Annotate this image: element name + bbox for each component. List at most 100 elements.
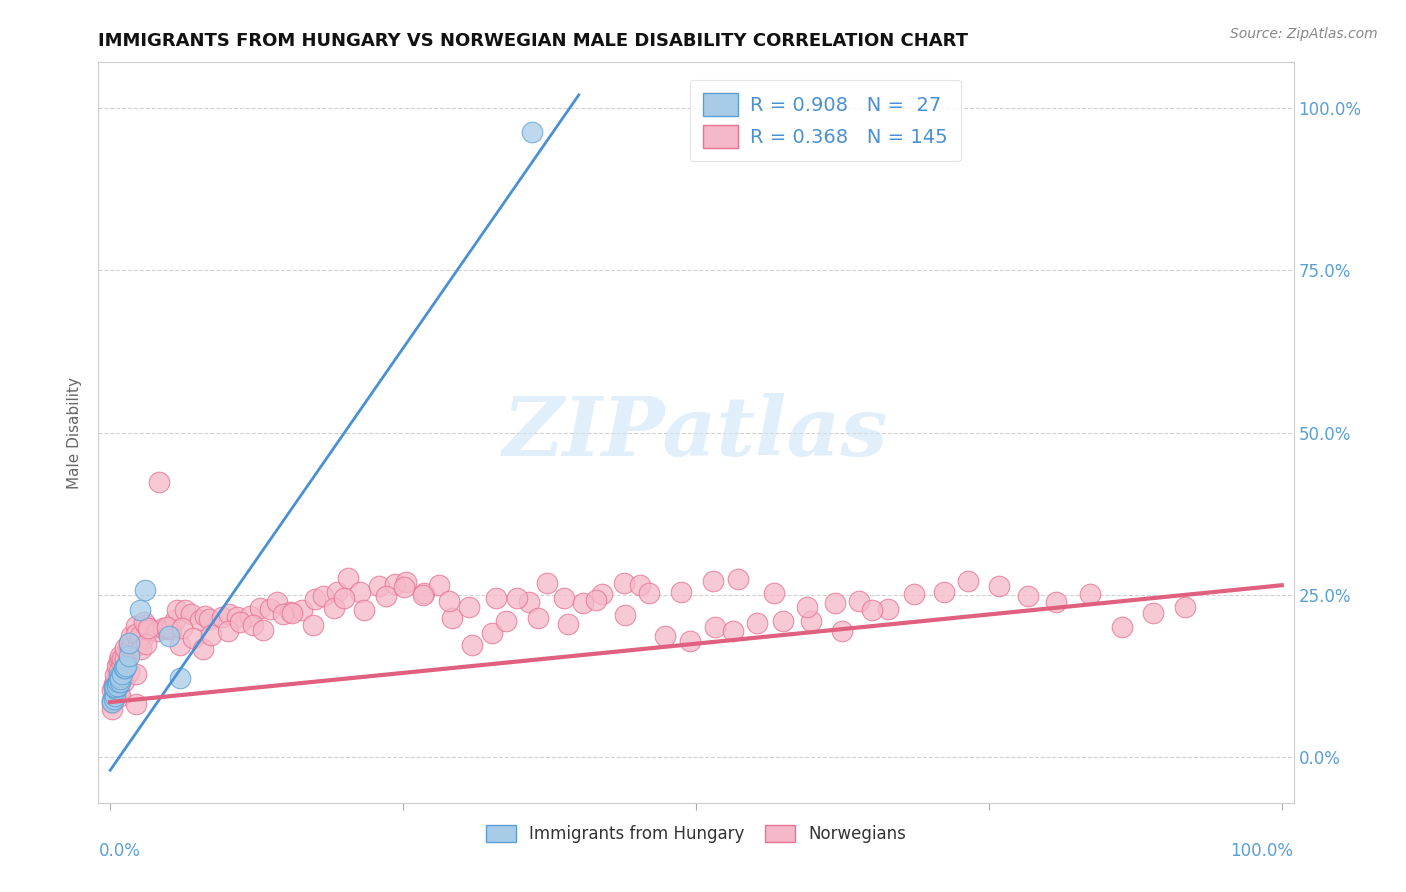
Point [103, 681, 125, 696]
Point [723, 624, 745, 639]
Point [628, 578, 651, 592]
Point [125, 697, 148, 711]
Point [614, 607, 637, 622]
Point [107, 683, 129, 698]
Point [105, 666, 128, 681]
Point [211, 610, 233, 624]
Y-axis label: Male Disability: Male Disability [66, 376, 82, 489]
Point [571, 596, 593, 610]
Point [125, 627, 148, 641]
Point [278, 605, 301, 619]
Point [129, 642, 152, 657]
Point [103, 680, 125, 694]
Point [156, 622, 179, 636]
Point [860, 603, 883, 617]
Point [108, 653, 131, 667]
Point [520, 125, 543, 139]
Point [353, 603, 375, 617]
Point [291, 602, 314, 616]
Point [103, 679, 125, 693]
Point [118, 648, 141, 663]
Point [117, 635, 139, 649]
Point [105, 677, 128, 691]
Point [159, 622, 181, 636]
Point [114, 661, 136, 675]
Point [134, 582, 156, 597]
Point [252, 623, 274, 637]
Point [281, 607, 304, 621]
Point [1142, 606, 1164, 620]
Point [169, 671, 191, 685]
Text: 100.0%: 100.0% [1230, 842, 1294, 860]
Point [934, 585, 956, 599]
Point [120, 629, 142, 643]
Point [336, 571, 359, 585]
Point [110, 654, 132, 668]
Point [200, 628, 222, 642]
Point [120, 640, 142, 654]
Point [157, 629, 180, 643]
Point [100, 693, 122, 707]
Point [108, 663, 131, 677]
Point [129, 629, 152, 643]
Point [384, 576, 406, 591]
Point [312, 589, 335, 603]
Point [134, 615, 156, 629]
Point [152, 621, 174, 635]
Point [727, 572, 749, 586]
Point [104, 681, 127, 695]
Point [105, 679, 128, 693]
Point [481, 626, 503, 640]
Point [135, 637, 157, 651]
Point [703, 620, 725, 634]
Point [702, 574, 724, 588]
Point [112, 674, 135, 689]
Point [585, 593, 607, 607]
Point [112, 651, 135, 665]
Point [374, 589, 396, 603]
Point [273, 607, 295, 621]
Point [506, 591, 529, 605]
Point [104, 690, 127, 704]
Point [457, 599, 479, 614]
Point [118, 665, 141, 679]
Point [517, 595, 540, 609]
Point [146, 624, 169, 639]
Point [772, 614, 794, 628]
Point [218, 607, 240, 622]
Text: 0.0%: 0.0% [98, 842, 141, 860]
Point [148, 475, 170, 490]
Point [412, 588, 434, 602]
Point [591, 587, 613, 601]
Point [249, 601, 271, 615]
Point [368, 579, 391, 593]
Point [349, 585, 371, 599]
Point [903, 587, 925, 601]
Point [104, 667, 127, 681]
Point [957, 574, 980, 588]
Point [118, 641, 141, 656]
Legend: Immigrants from Hungary, Norwegians: Immigrants from Hungary, Norwegians [479, 819, 912, 850]
Point [796, 600, 818, 615]
Point [114, 641, 136, 656]
Point [127, 638, 149, 652]
Point [302, 618, 325, 632]
Point [987, 579, 1010, 593]
Point [118, 636, 141, 650]
Point [108, 669, 131, 683]
Point [395, 574, 418, 589]
Point [108, 648, 131, 663]
Point [326, 585, 349, 599]
Point [877, 601, 900, 615]
Point [110, 667, 132, 681]
Point [427, 577, 450, 591]
Point [392, 581, 415, 595]
Point [107, 679, 129, 693]
Point [105, 680, 128, 694]
Point [239, 608, 262, 623]
Point [484, 591, 506, 605]
Point [172, 621, 194, 635]
Point [323, 601, 346, 615]
Point [553, 591, 575, 605]
Point [217, 624, 239, 638]
